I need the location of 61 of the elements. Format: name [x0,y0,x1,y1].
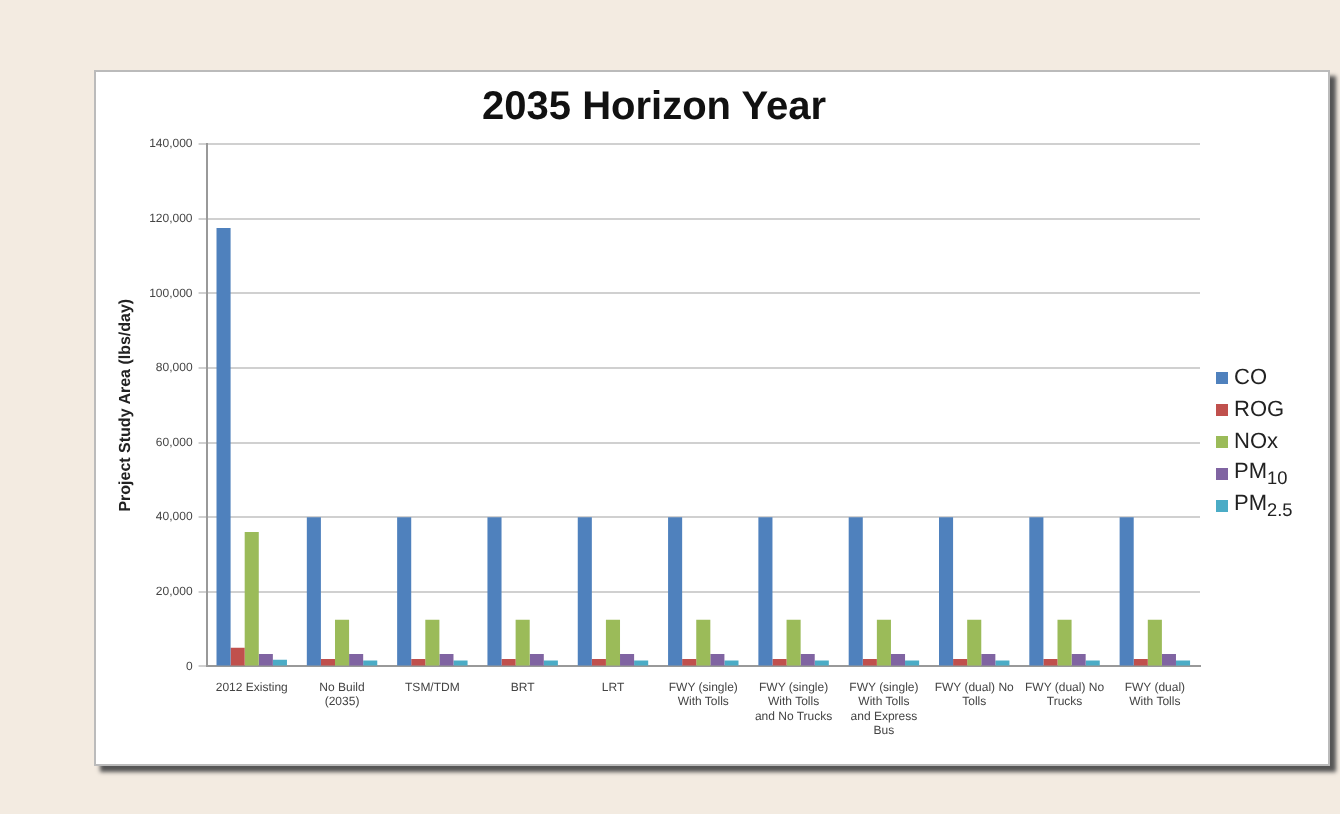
bar [487,517,502,666]
bar [349,654,364,666]
bar [800,654,815,666]
bar [425,619,440,666]
bar [1133,658,1148,666]
bar [306,517,321,666]
bar [591,658,606,666]
bar [953,658,968,666]
bar [577,517,592,666]
chart-title: 2035 Horizon Year [482,85,827,130]
bar [772,658,787,666]
bar [1071,654,1086,666]
bar [634,660,649,666]
bar [668,517,683,666]
y-axis-title: Project Study Area (lbs/day) [116,298,135,512]
bar [876,619,891,666]
bar [411,658,426,666]
bar [1161,654,1176,666]
bar [724,660,739,666]
bar [1043,658,1058,666]
bar [453,660,468,666]
bar [363,660,378,666]
bar [605,619,621,666]
bar [501,658,516,666]
legend-label: CO [1234,366,1267,390]
bar [905,660,920,666]
bar [244,532,259,666]
bar [682,658,697,666]
bar [862,658,877,666]
legend-label: ROG [1234,398,1285,422]
bar [515,619,530,666]
bar [995,660,1010,666]
legend-label: PM$_{10}$ [1234,459,1288,489]
bar [335,619,350,666]
bar [848,517,863,666]
bar [258,654,273,666]
bar [216,227,231,666]
bar [397,517,412,666]
bar [1175,660,1191,666]
bar [620,654,635,666]
bar [696,619,711,666]
bar [1085,660,1100,666]
bar [529,654,544,666]
bar [710,654,725,666]
bar [320,658,335,666]
bar [543,660,558,666]
bar [230,647,245,666]
bar [890,654,906,666]
bar [967,619,982,666]
bar [1057,619,1072,666]
bar [814,660,829,666]
bar [758,517,773,666]
bar [786,619,801,666]
legend-label: PM$_{2.5}$ [1234,491,1293,521]
bar [939,517,954,666]
bar [1119,517,1134,666]
bar [1147,619,1162,666]
bar [981,654,996,666]
bar [1029,517,1044,666]
bar [439,654,454,666]
legend-label: NOx [1234,430,1278,454]
